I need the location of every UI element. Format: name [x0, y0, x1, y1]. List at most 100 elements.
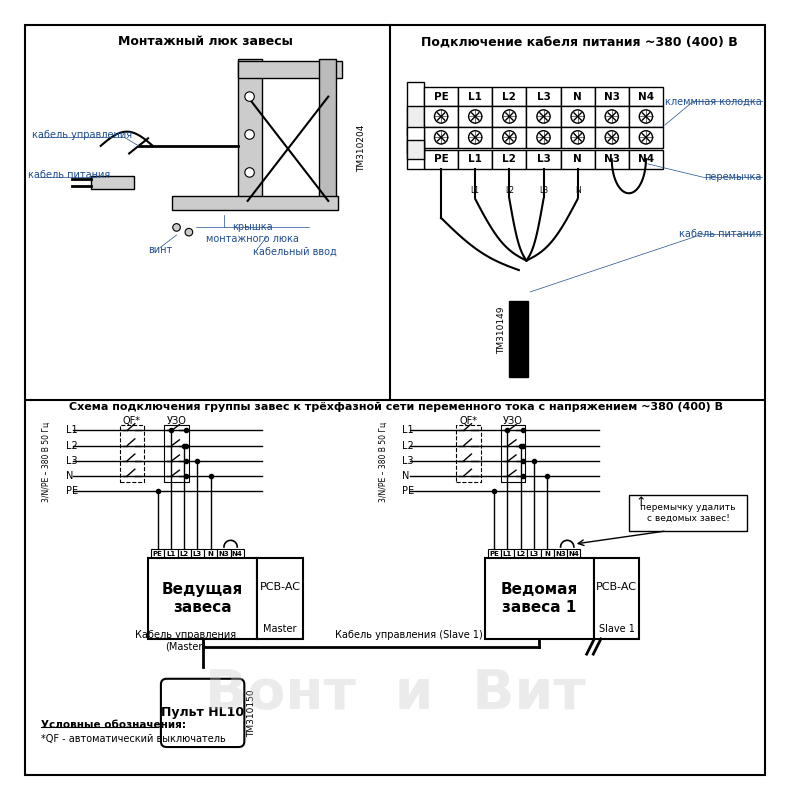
Bar	[527, 87, 561, 106]
Bar	[458, 106, 492, 127]
Text: L2: L2	[502, 154, 517, 164]
Bar	[595, 106, 629, 127]
Bar	[407, 106, 424, 134]
Text: N: N	[575, 186, 581, 195]
Circle shape	[537, 130, 551, 144]
Bar	[527, 106, 561, 127]
Bar	[514, 549, 528, 558]
Bar	[629, 127, 663, 148]
Text: N4: N4	[638, 91, 654, 102]
Bar	[527, 127, 561, 148]
Text: кабель питания: кабель питания	[679, 229, 762, 239]
Circle shape	[503, 130, 516, 144]
Text: Ведущая
завеса: Ведущая завеса	[162, 582, 244, 615]
Text: N: N	[208, 550, 214, 557]
Text: 3/N/PE – 380 В 50 Гц: 3/N/PE – 380 В 50 Гц	[379, 422, 388, 502]
Bar	[456, 425, 481, 482]
Bar	[424, 106, 458, 127]
Circle shape	[245, 168, 255, 177]
Text: Условные обозначения:: Условные обозначения:	[41, 720, 186, 730]
Bar	[492, 87, 527, 106]
Bar	[177, 549, 191, 558]
Text: N3: N3	[555, 550, 566, 557]
Text: N: N	[544, 550, 551, 557]
Text: L2: L2	[505, 186, 514, 195]
Text: TM310149: TM310149	[498, 306, 506, 354]
Circle shape	[571, 110, 585, 123]
Text: Вонт  и  Вит: Вонт и Вит	[206, 667, 586, 721]
Bar	[191, 549, 204, 558]
Text: Slave 1: Slave 1	[599, 625, 634, 634]
Text: крышка
монтажного люка: крышка монтажного люка	[206, 222, 299, 244]
Bar	[554, 549, 567, 558]
Text: PCB-AC: PCB-AC	[596, 582, 637, 591]
Text: N: N	[66, 471, 73, 481]
Text: N4: N4	[638, 154, 654, 164]
Text: L2: L2	[403, 441, 414, 450]
Bar	[541, 549, 554, 558]
Text: L3: L3	[536, 91, 551, 102]
Text: перемычку удалить
с ведомых завес!: перемычку удалить с ведомых завес!	[641, 503, 736, 522]
Text: L2: L2	[66, 441, 78, 450]
Text: N4: N4	[232, 550, 243, 557]
Circle shape	[605, 110, 619, 123]
Text: PE: PE	[433, 91, 448, 102]
Text: L3: L3	[539, 186, 548, 195]
Text: PE: PE	[66, 486, 78, 496]
Bar	[238, 58, 262, 201]
Bar	[204, 549, 218, 558]
Text: L3: L3	[193, 550, 202, 557]
Bar	[151, 549, 165, 558]
Text: УЗО: УЗО	[503, 416, 523, 426]
Circle shape	[245, 130, 255, 139]
Bar	[492, 127, 527, 148]
Text: N: N	[573, 154, 582, 164]
Bar	[485, 558, 594, 639]
Text: L1: L1	[66, 426, 78, 435]
Text: PCB-AC: PCB-AC	[259, 582, 301, 591]
Bar	[119, 425, 144, 482]
Bar	[172, 196, 338, 210]
Text: N3: N3	[604, 154, 620, 164]
Text: ↑: ↑	[635, 496, 645, 509]
Text: N: N	[573, 91, 582, 102]
Bar	[561, 87, 595, 106]
Bar	[527, 150, 561, 169]
Text: Пульт HL10: Пульт HL10	[161, 706, 244, 719]
Text: L3: L3	[403, 456, 414, 466]
Text: PE: PE	[153, 550, 162, 557]
Bar	[458, 150, 492, 169]
Text: N3: N3	[604, 91, 620, 102]
Circle shape	[434, 110, 448, 123]
Text: клеммная колодка: клеммная колодка	[665, 96, 762, 106]
Circle shape	[245, 92, 255, 102]
Bar	[561, 150, 595, 169]
Bar	[509, 302, 528, 378]
Text: Кабель управления
(Master): Кабель управления (Master)	[135, 630, 237, 652]
Bar	[492, 150, 527, 169]
Bar	[501, 549, 514, 558]
Text: L2: L2	[517, 550, 525, 557]
Text: L3: L3	[536, 154, 551, 164]
Bar	[595, 87, 629, 106]
Bar	[561, 106, 595, 127]
Text: QF*: QF*	[123, 416, 141, 426]
Bar	[629, 106, 663, 127]
Bar	[595, 127, 629, 148]
Text: кабельный ввод: кабельный ввод	[253, 247, 337, 257]
Circle shape	[185, 228, 193, 236]
Text: L2: L2	[180, 550, 189, 557]
Text: Master: Master	[263, 625, 297, 634]
Text: L1: L1	[468, 91, 483, 102]
Text: кабель управления: кабель управления	[32, 130, 132, 141]
Bar	[407, 140, 424, 159]
Circle shape	[434, 130, 448, 144]
Text: PE: PE	[403, 486, 414, 496]
Bar	[561, 127, 595, 148]
Text: Монтажный люк завесы: Монтажный люк завесы	[118, 35, 293, 48]
Text: TM310204: TM310204	[357, 125, 366, 173]
Text: L3: L3	[66, 456, 78, 466]
Bar	[165, 425, 189, 482]
Bar	[424, 150, 458, 169]
Bar	[458, 127, 492, 148]
